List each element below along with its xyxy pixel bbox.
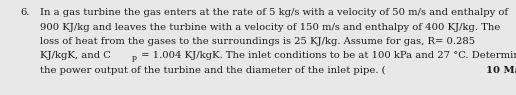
Text: 6.: 6. (20, 8, 29, 17)
Text: the power output of the turbine and the diameter of the inlet pipe. (: the power output of the turbine and the … (40, 66, 385, 75)
Text: 900 KJ/kg and leaves the turbine with a velocity of 150 m/s and enthalpy of 400 : 900 KJ/kg and leaves the turbine with a … (40, 23, 501, 32)
Text: In a gas turbine the gas enters at the rate of 5 kg/s with a velocity of 50 m/s : In a gas turbine the gas enters at the r… (40, 8, 508, 17)
Text: p: p (132, 54, 136, 62)
Text: = 1.004 KJ/kgK. The inlet conditions to be at 100 kPa and 27 °C. Determine: = 1.004 KJ/kgK. The inlet conditions to … (138, 51, 516, 61)
Text: KJ/kgK, and C: KJ/kgK, and C (40, 51, 111, 61)
Text: 10 Marks: 10 Marks (486, 66, 516, 75)
Text: loss of heat from the gases to the surroundings is 25 KJ/kg. Assume for gas, R= : loss of heat from the gases to the surro… (40, 37, 475, 46)
